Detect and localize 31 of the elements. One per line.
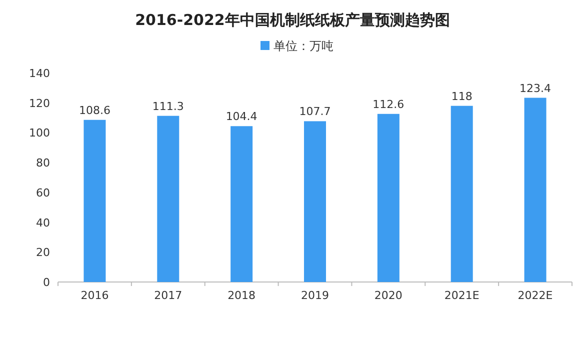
bar (304, 121, 326, 282)
y-tick-label: 100 (29, 126, 50, 140)
x-tick-label: 2021E (444, 289, 480, 302)
bar (84, 120, 106, 282)
y-tick-label: 20 (36, 246, 50, 260)
data-label: 112.6 (372, 98, 404, 111)
bar (230, 126, 253, 282)
bar (377, 114, 400, 282)
x-tick-label: 2019 (301, 289, 329, 302)
legend-label: 单位：万吨 (274, 39, 334, 53)
data-label: 118 (451, 90, 472, 103)
data-label: 104.4 (226, 110, 258, 124)
data-label: 123.4 (520, 82, 552, 95)
y-tick-label: 140 (29, 67, 50, 80)
x-tick-label: 2020 (374, 289, 402, 302)
bar (450, 106, 473, 282)
chart-title: 2016-2022年中国机制纸纸板产量预测趋势图 (135, 11, 450, 29)
data-label: 108.6 (78, 104, 110, 117)
y-tick-label: 80 (36, 156, 50, 170)
bar (157, 116, 180, 282)
y-tick-label: 120 (29, 96, 50, 110)
x-tick-label: 2017 (154, 289, 182, 302)
y-tick-label: 60 (36, 186, 50, 200)
x-tick-label: 2018 (228, 289, 256, 302)
x-tick-label: 2016 (80, 289, 109, 302)
y-tick-label: 0 (43, 276, 50, 289)
y-tick-label: 40 (36, 216, 50, 230)
x-tick-label: 2022E (518, 289, 553, 302)
bar (524, 98, 546, 282)
data-label: 111.3 (152, 100, 184, 113)
data-label: 107.7 (299, 105, 331, 118)
